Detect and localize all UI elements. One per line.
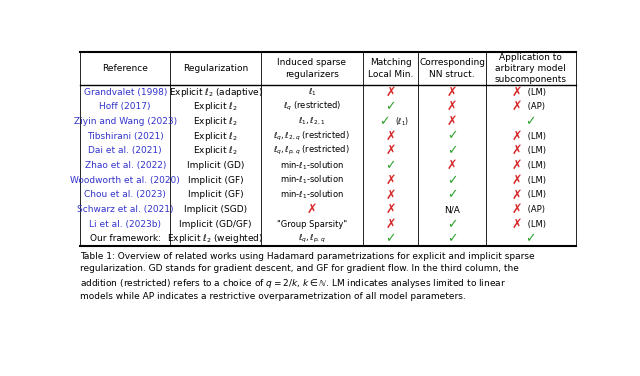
- Text: Dai et al. (2021): Dai et al. (2021): [88, 146, 162, 155]
- Text: ✓: ✓: [385, 159, 396, 172]
- Text: ✗: ✗: [447, 115, 457, 128]
- Text: Schwarz et al. (2021): Schwarz et al. (2021): [77, 205, 173, 214]
- Text: (LM): (LM): [525, 161, 546, 170]
- Text: ✗: ✗: [385, 188, 396, 202]
- Text: ✓: ✓: [447, 144, 457, 157]
- Text: Reference: Reference: [102, 64, 148, 73]
- Text: $\ell_1$: $\ell_1$: [308, 86, 316, 98]
- Text: $\ell_q, \ell_{p,q}$: $\ell_q, \ell_{p,q}$: [298, 233, 326, 245]
- Text: Hoff (2017): Hoff (2017): [99, 102, 151, 111]
- Text: (LM): (LM): [525, 146, 546, 155]
- Text: ✓: ✓: [525, 115, 536, 128]
- Text: (LM): (LM): [525, 88, 546, 97]
- Text: ✗: ✗: [511, 218, 522, 231]
- Text: (LM): (LM): [525, 176, 546, 185]
- Text: ✗: ✗: [385, 203, 396, 216]
- Text: ✗: ✗: [511, 130, 522, 143]
- Text: ✓: ✓: [447, 174, 457, 187]
- Text: $\ell_q, \ell_{p,q}$ (restricted): $\ell_q, \ell_{p,q}$ (restricted): [273, 144, 350, 158]
- Text: Chou et al. (2023): Chou et al. (2023): [84, 190, 166, 199]
- Text: Explicit $\ell_2$: Explicit $\ell_2$: [193, 100, 238, 113]
- Text: Explicit $\ell_2$: Explicit $\ell_2$: [193, 144, 238, 157]
- Text: ✗: ✗: [385, 85, 396, 99]
- Text: $\ell_q$ (restricted): $\ell_q$ (restricted): [283, 100, 341, 113]
- Text: Explicit $\ell_2$ (weighted): Explicit $\ell_2$ (weighted): [168, 232, 264, 246]
- Text: ✓: ✓: [447, 218, 457, 231]
- Text: (AP): (AP): [525, 102, 545, 111]
- Text: (LM): (LM): [525, 220, 546, 229]
- Text: Tibshirani (2021): Tibshirani (2021): [87, 132, 164, 141]
- Text: ✗: ✗: [447, 159, 457, 172]
- Text: Application to
arbitrary model
subcomponents: Application to arbitrary model subcompon…: [495, 53, 567, 84]
- Text: N/A: N/A: [444, 205, 460, 214]
- Text: ✗: ✗: [385, 130, 396, 143]
- Text: $\ell_q, \ell_{2,q}$ (restricted): $\ell_q, \ell_{2,q}$ (restricted): [273, 130, 350, 143]
- Text: ✓: ✓: [447, 130, 457, 143]
- Text: Grandvalet (1998): Grandvalet (1998): [83, 88, 167, 97]
- Text: Implicit (GF): Implicit (GF): [188, 190, 243, 199]
- Text: ✗: ✗: [511, 203, 522, 216]
- Text: Table 1: Overview of related works using Hadamard parametrizations for explicit : Table 1: Overview of related works using…: [80, 252, 534, 301]
- Text: Implicit (SGD): Implicit (SGD): [184, 205, 247, 214]
- Text: ✓: ✓: [385, 232, 396, 246]
- Text: Explicit $\ell_2$ (adaptive): Explicit $\ell_2$ (adaptive): [168, 85, 262, 99]
- Text: ✗: ✗: [385, 218, 396, 231]
- Text: ✗: ✗: [511, 100, 522, 113]
- Text: Corresponding
NN struct.: Corresponding NN struct.: [419, 59, 485, 79]
- Text: Zhao et al. (2022): Zhao et al. (2022): [84, 161, 166, 170]
- Text: ✗: ✗: [511, 188, 522, 202]
- Text: min-$\ell_1$-solution: min-$\ell_1$-solution: [280, 159, 344, 172]
- Text: Regularization: Regularization: [183, 64, 248, 73]
- Text: ✗: ✗: [307, 203, 317, 216]
- Text: Implicit (GD/GF): Implicit (GD/GF): [179, 220, 252, 229]
- Text: ✗: ✗: [511, 144, 522, 157]
- Text: Li et al. (2023b): Li et al. (2023b): [89, 220, 161, 229]
- Text: Implicit (GF): Implicit (GF): [188, 176, 243, 185]
- Text: Woodworth et al. (2020): Woodworth et al. (2020): [70, 176, 180, 185]
- Text: "Group Sparsity": "Group Sparsity": [276, 220, 347, 229]
- Text: Induced sparse
regularizers: Induced sparse regularizers: [277, 59, 346, 79]
- Text: (AP): (AP): [525, 205, 545, 214]
- Text: ✓: ✓: [385, 100, 396, 113]
- Text: Explicit $\ell_2$: Explicit $\ell_2$: [193, 130, 238, 143]
- Text: min-$\ell_1$-solution: min-$\ell_1$-solution: [280, 174, 344, 186]
- Text: ✓: ✓: [525, 232, 536, 246]
- Text: (LM): (LM): [525, 132, 546, 141]
- Text: $\ell_1, \ell_{2,1}$: $\ell_1, \ell_{2,1}$: [298, 116, 325, 127]
- Text: ✗: ✗: [447, 100, 457, 113]
- Text: ✗: ✗: [385, 144, 396, 157]
- Text: Our framework:: Our framework:: [90, 235, 161, 244]
- Text: ✓: ✓: [447, 232, 457, 246]
- Text: ✗: ✗: [511, 159, 522, 172]
- Text: Ziyin and Wang (2023): Ziyin and Wang (2023): [74, 117, 177, 126]
- Text: Matching
Local Min.: Matching Local Min.: [368, 59, 413, 79]
- Text: ✗: ✗: [447, 85, 457, 99]
- Text: Implicit (GD): Implicit (GD): [187, 161, 244, 170]
- Text: min-$\ell_1$-solution: min-$\ell_1$-solution: [280, 189, 344, 201]
- Text: ✗: ✗: [511, 174, 522, 187]
- Text: ✗: ✗: [385, 174, 396, 187]
- Text: ✗: ✗: [511, 85, 522, 99]
- Text: ✓: ✓: [447, 188, 457, 202]
- Text: $(\ell_1)$: $(\ell_1)$: [394, 115, 409, 128]
- Text: ✓: ✓: [380, 115, 390, 128]
- Text: Explicit $\ell_2$: Explicit $\ell_2$: [193, 115, 238, 128]
- Text: (LM): (LM): [525, 190, 546, 199]
